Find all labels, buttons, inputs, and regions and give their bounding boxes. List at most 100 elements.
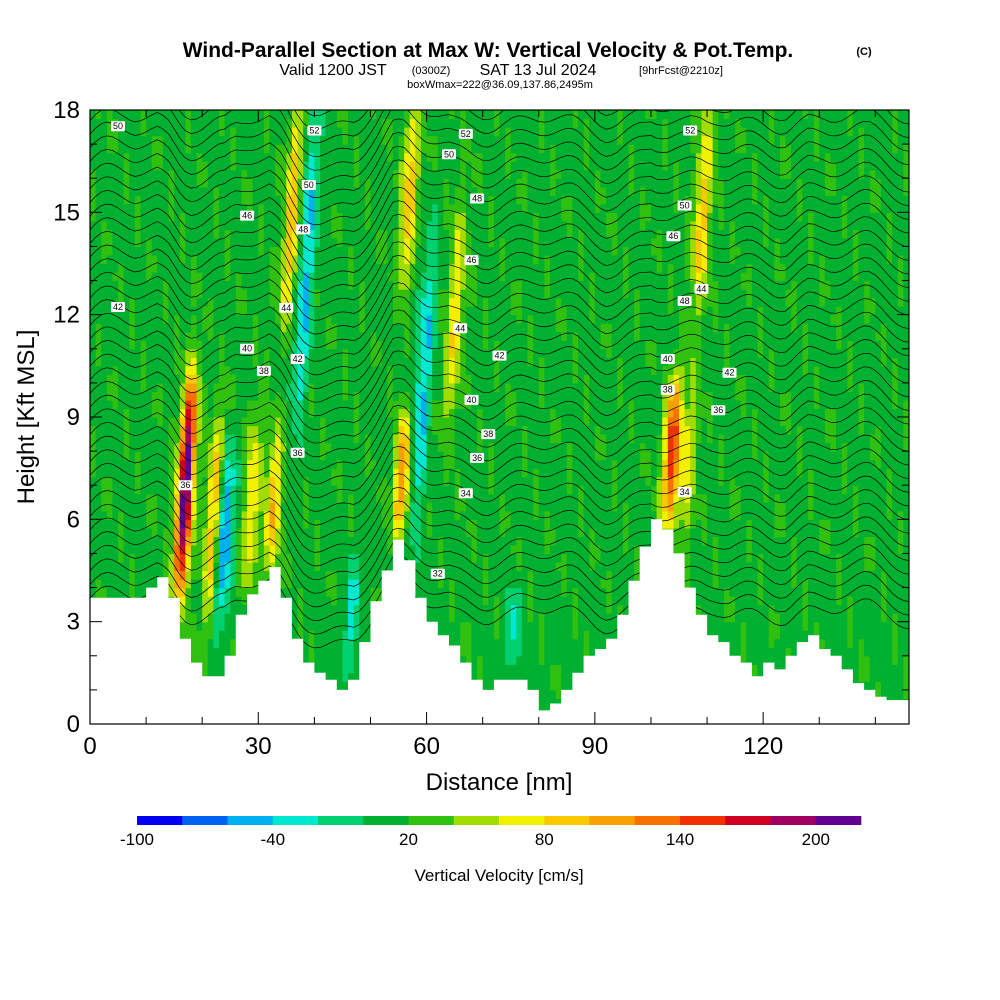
velocity-cell bbox=[291, 323, 299, 333]
velocity-cell bbox=[151, 579, 158, 589]
velocity-cell bbox=[241, 203, 248, 213]
velocity-cell bbox=[359, 485, 366, 495]
velocity-cell bbox=[342, 340, 349, 350]
velocity-cell bbox=[291, 630, 299, 640]
velocity-cell bbox=[101, 212, 108, 222]
velocity-cell bbox=[129, 254, 136, 265]
velocity-cell bbox=[348, 382, 355, 393]
velocity-cell bbox=[269, 152, 276, 162]
velocity-cell bbox=[168, 212, 175, 222]
velocity-cell bbox=[308, 417, 315, 427]
velocity-cell bbox=[112, 314, 119, 324]
velocity-cell bbox=[331, 664, 338, 674]
velocity-cell bbox=[241, 263, 248, 273]
velocity-cell bbox=[314, 323, 321, 333]
velocity-cell bbox=[471, 553, 478, 563]
velocity-cell bbox=[207, 237, 215, 248]
velocity-cell bbox=[303, 638, 310, 648]
velocity-cell bbox=[258, 476, 265, 486]
velocity-cell bbox=[303, 365, 310, 375]
velocity-cell bbox=[297, 553, 304, 563]
velocity-cell bbox=[112, 178, 119, 188]
velocity-cell bbox=[392, 110, 400, 120]
velocity-cell bbox=[196, 323, 203, 333]
velocity-cell bbox=[252, 118, 259, 128]
velocity-cell bbox=[101, 382, 108, 393]
velocity-cell bbox=[129, 127, 136, 137]
velocity-cell bbox=[151, 493, 158, 503]
velocity-cell bbox=[319, 561, 327, 572]
velocity-cell bbox=[95, 161, 102, 171]
velocity-cell bbox=[387, 459, 394, 469]
velocity-cell bbox=[409, 161, 416, 171]
velocity-cell bbox=[275, 391, 282, 401]
velocity-cell bbox=[314, 272, 321, 282]
velocity-cell bbox=[269, 408, 276, 418]
velocity-cell bbox=[235, 604, 243, 614]
velocity-cell bbox=[185, 527, 192, 537]
velocity-cell bbox=[353, 161, 360, 171]
velocity-cell bbox=[308, 161, 315, 171]
velocity-cell bbox=[112, 587, 119, 597]
velocity-cell bbox=[381, 502, 388, 512]
velocity-cell bbox=[449, 118, 456, 128]
velocity-cell bbox=[280, 203, 287, 213]
velocity-cell bbox=[409, 442, 416, 452]
velocity-cell bbox=[196, 203, 203, 213]
velocity-cell bbox=[280, 272, 287, 282]
velocity-cell bbox=[213, 220, 220, 230]
velocity-cell bbox=[190, 357, 198, 367]
velocity-cell bbox=[336, 408, 344, 418]
velocity-cell bbox=[437, 178, 444, 188]
velocity-cell bbox=[319, 451, 327, 461]
velocity-cell bbox=[134, 579, 142, 589]
velocity-cell bbox=[134, 220, 142, 230]
velocity-cell bbox=[196, 544, 203, 555]
velocity-cell bbox=[437, 536, 444, 546]
velocity-cell bbox=[460, 561, 467, 572]
velocity-cell bbox=[370, 297, 377, 307]
velocity-cell bbox=[168, 195, 175, 205]
velocity-cell bbox=[179, 579, 186, 589]
velocity-cell bbox=[409, 237, 416, 248]
velocity-cell bbox=[269, 254, 276, 265]
velocity-cell bbox=[179, 289, 186, 299]
velocity-cell bbox=[336, 323, 344, 333]
velocity-cell bbox=[291, 186, 299, 196]
velocity-cell bbox=[331, 246, 338, 256]
velocity-cell bbox=[465, 468, 473, 478]
velocity-cell bbox=[432, 613, 439, 623]
velocity-cell bbox=[359, 459, 366, 469]
velocity-cell bbox=[252, 510, 259, 520]
velocity-cell bbox=[342, 459, 349, 469]
velocity-cell bbox=[465, 195, 473, 205]
velocity-cell bbox=[454, 510, 461, 520]
velocity-cell bbox=[420, 246, 428, 256]
velocity-cell bbox=[207, 229, 215, 239]
velocity-cell bbox=[168, 374, 175, 384]
velocity-cell bbox=[123, 297, 130, 307]
velocity-cell bbox=[162, 118, 170, 128]
velocity-cell bbox=[376, 485, 383, 495]
velocity-cell bbox=[252, 399, 259, 410]
velocity-cell bbox=[123, 510, 130, 520]
velocity-cell bbox=[179, 536, 186, 546]
velocity-cell bbox=[353, 382, 360, 393]
velocity-cell bbox=[471, 468, 478, 478]
velocity-cell bbox=[342, 527, 349, 537]
velocity-cell bbox=[331, 289, 338, 299]
velocity-cell bbox=[263, 297, 271, 307]
velocity-cell bbox=[168, 237, 175, 248]
velocity-cell bbox=[454, 203, 461, 213]
velocity-cell bbox=[95, 195, 102, 205]
velocity-cell bbox=[303, 203, 310, 213]
velocity-cell bbox=[381, 306, 388, 316]
velocity-cell bbox=[297, 587, 304, 597]
velocity-cell bbox=[190, 152, 198, 162]
velocity-cell bbox=[460, 630, 467, 640]
velocity-cell bbox=[314, 195, 321, 205]
velocity-cell bbox=[336, 544, 344, 555]
velocity-cell bbox=[449, 476, 456, 486]
velocity-cell bbox=[460, 459, 467, 469]
velocity-cell bbox=[202, 391, 209, 401]
